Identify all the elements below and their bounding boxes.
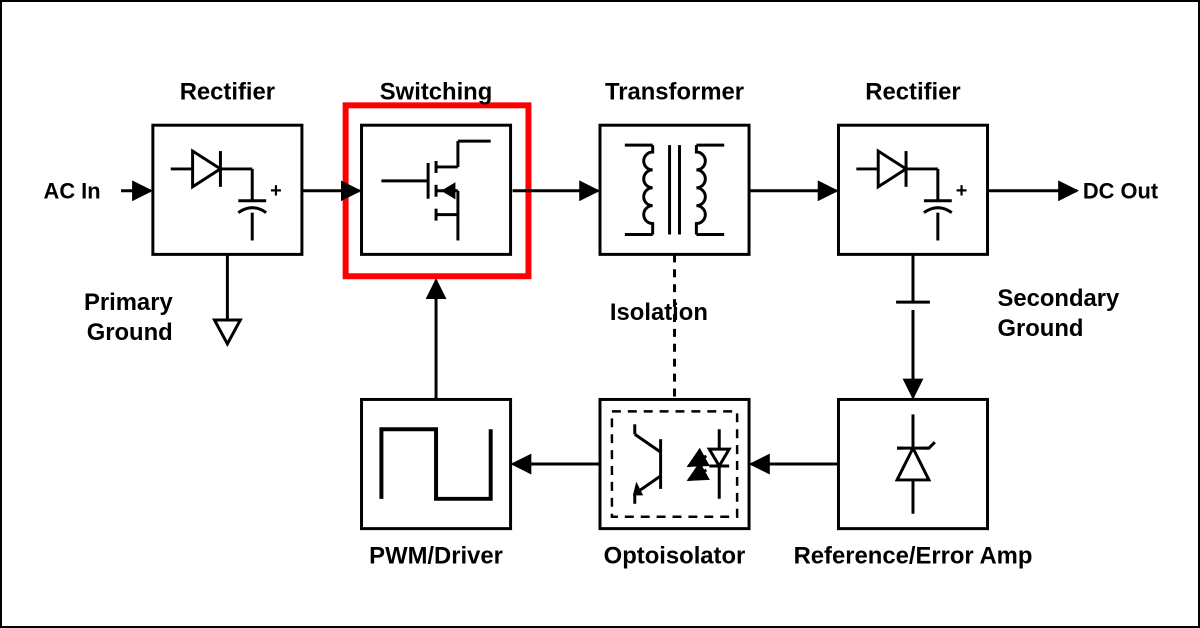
block-switching <box>346 105 529 276</box>
diagram-frame: + Rectifier Switching <box>0 0 1200 628</box>
block-pwm <box>362 399 511 528</box>
svg-text:+: + <box>956 180 968 202</box>
label-secondary-ground-1: Secondary <box>997 285 1120 312</box>
label-ac-in: AC In <box>44 179 101 204</box>
label-primary-ground-2: Ground <box>87 319 173 346</box>
label-transformer: Transformer <box>605 78 744 105</box>
block-rectifier-2: + <box>838 125 987 254</box>
label-isolation: Isolation <box>610 299 708 326</box>
primary-ground <box>214 254 240 343</box>
block-ref <box>838 399 987 528</box>
label-dc-out: DC Out <box>1083 179 1158 204</box>
label-pwm: PWM/Driver <box>369 542 503 569</box>
block-transformer <box>600 125 749 254</box>
label-primary-ground-1: Primary <box>84 289 173 316</box>
label-ref: Reference/Error Amp <box>794 542 1033 569</box>
label-secondary-ground-2: Ground <box>997 315 1083 342</box>
label-switching: Switching <box>380 78 493 105</box>
label-rectifier-1: Rectifier <box>180 78 275 105</box>
secondary-ground <box>896 254 930 302</box>
block-rectifier-1: + <box>153 125 302 254</box>
label-rectifier-2: Rectifier <box>865 78 960 105</box>
svg-text:+: + <box>270 180 282 202</box>
label-opto: Optoisolator <box>604 542 746 569</box>
block-opto <box>600 399 749 528</box>
diagram-svg: + Rectifier Switching <box>2 2 1198 626</box>
